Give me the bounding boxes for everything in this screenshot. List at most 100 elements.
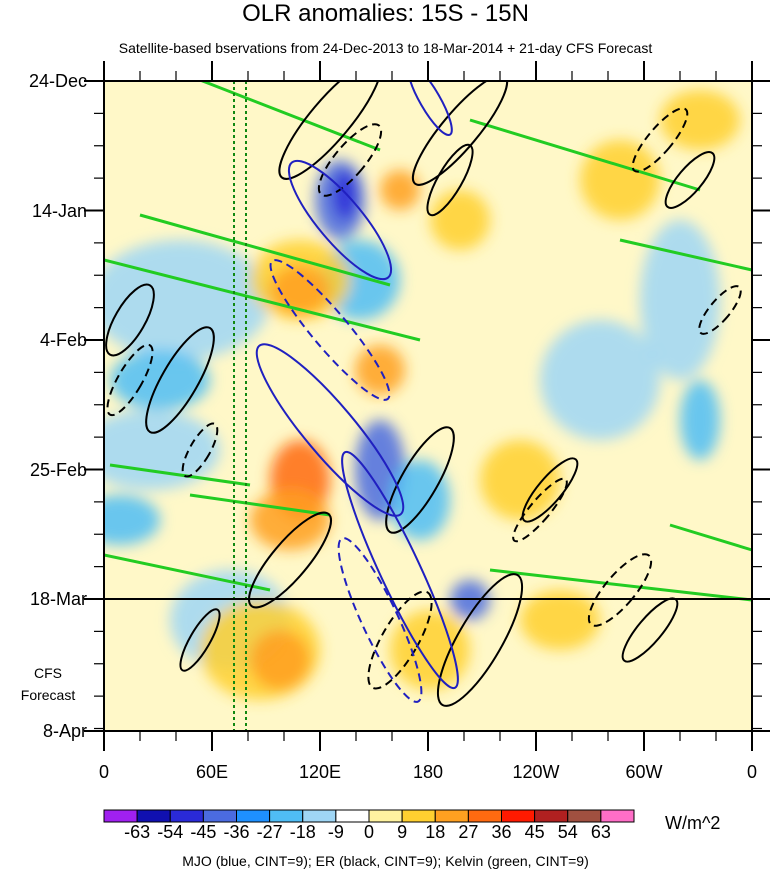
- chart-title: OLR anomalies: 15S - 15N: [242, 0, 529, 27]
- colorbar-swatch: [103, 809, 138, 823]
- colorbar-swatch: [269, 809, 304, 823]
- colorbar-tick-label: 54: [557, 822, 578, 842]
- colorbar-tick-label: -45: [190, 822, 217, 842]
- er-contour: [385, 426, 455, 534]
- colorbar-swatch: [501, 809, 536, 823]
- colorbar-tick-label: 27: [458, 822, 479, 842]
- field-blobs: [104, 90, 740, 700]
- olr-blob: [660, 90, 740, 150]
- mjo-contour-negative: [337, 537, 423, 703]
- legend-footer: MJO (blue, CINT=9); ER (black, CINT=9); …: [182, 853, 589, 869]
- colorbar-swatch: [600, 809, 635, 823]
- er-contour-negative: [106, 343, 154, 417]
- cfs-label: CFS: [34, 665, 62, 681]
- plot-frame: [84, 61, 770, 751]
- colorbar-tick-label: -9: [327, 822, 344, 842]
- er-contour-negative: [367, 590, 433, 690]
- colorbar-swatch: [368, 809, 403, 823]
- colorbar-tick-label: -18: [289, 822, 316, 842]
- er-contour-negative: [512, 477, 568, 543]
- er-contour: [145, 326, 215, 434]
- mjo-contour: [287, 159, 393, 281]
- olr-blob: [640, 220, 720, 380]
- olr-blob: [250, 630, 310, 690]
- olr-blob: [333, 170, 357, 220]
- units-label: W/m^2: [665, 813, 721, 833]
- kelvin-contour: [489, 568, 752, 602]
- y-tick-label: 25-Feb: [29, 459, 87, 480]
- wave-filter-contours: [104, 81, 752, 731]
- olr-blob: [390, 460, 450, 540]
- er-contour: [411, 81, 509, 186]
- er-contour: [278, 81, 382, 180]
- colorbar-tick-label: 0: [363, 822, 374, 842]
- colorbar-swatch: [136, 809, 171, 823]
- colorbar-tick-label: -36: [223, 822, 250, 842]
- colorbar-swatch: [534, 809, 569, 823]
- colorbar-tick-label: -27: [256, 822, 283, 842]
- y-tick-label: 4-Feb: [39, 330, 87, 350]
- colorbar-tick-label: 63: [590, 822, 611, 842]
- er-contour-negative: [698, 285, 742, 335]
- colorbar-tick-label: 18: [425, 822, 446, 842]
- colorbar-swatch: [302, 809, 337, 823]
- colorbar-swatch: [467, 809, 502, 823]
- colorbar-swatch: [335, 809, 370, 823]
- er-contour-negative: [631, 107, 689, 173]
- x-tick-label: 0: [98, 762, 109, 782]
- kelvin-contour: [189, 493, 331, 517]
- er-contour-negative: [181, 422, 219, 478]
- mjo-contour: [341, 450, 459, 690]
- olr-anomaly-field: [104, 81, 752, 731]
- colorbar-tick-label: -63: [124, 822, 151, 842]
- kelvin-contour: [139, 213, 391, 287]
- colorbar-swatch: [401, 809, 436, 823]
- olr-blob: [104, 495, 160, 545]
- mjo-contour: [407, 81, 453, 136]
- y-tick-label: 24-Dec: [28, 71, 87, 91]
- colorbar-tick-label: 9: [397, 822, 408, 842]
- er-contour: [179, 608, 221, 672]
- chart-subtitle: Satellite-based bservations from 24-Dec-…: [118, 40, 653, 56]
- olr-blob: [680, 380, 720, 460]
- x-tick-label: 120E: [298, 762, 342, 782]
- forecast-label: Forecast: [20, 687, 76, 703]
- olr-blob: [580, 140, 660, 220]
- kelvin-contour: [109, 463, 251, 487]
- kelvin-contour: [199, 81, 381, 152]
- olr-blob: [520, 590, 600, 650]
- x-tick-label: 120W: [512, 762, 560, 782]
- colorbar-swatch: [434, 809, 469, 823]
- olr-blob: [250, 490, 330, 550]
- y-tick-label: 8-Apr: [42, 721, 87, 741]
- olr-blob: [540, 320, 660, 440]
- er-contour: [521, 457, 579, 523]
- er-contour: [436, 573, 524, 707]
- olr-blob: [270, 265, 330, 315]
- y-tick-label: 18-Mar: [29, 589, 87, 609]
- olr-blob: [104, 410, 220, 490]
- kelvin-contour: [669, 523, 752, 552]
- colorbar: [103, 809, 635, 823]
- olr-blob: [355, 345, 405, 395]
- olr-blob: [480, 440, 560, 520]
- kelvin-contour: [104, 258, 421, 342]
- kelvin-contour: [619, 238, 752, 272]
- colorbar-swatch: [567, 809, 602, 823]
- kelvin-contour: [104, 553, 271, 592]
- x-tick-label: 60W: [625, 762, 663, 782]
- x-tick-label: 180: [412, 762, 444, 782]
- x-tick-label: 0: [746, 762, 757, 782]
- er-contour-negative: [317, 123, 383, 197]
- olr-blob: [430, 190, 490, 250]
- mjo-contour: [255, 343, 405, 517]
- colorbar-swatch: [169, 809, 204, 823]
- colorbar-swatch: [202, 809, 237, 823]
- er-contour: [664, 151, 716, 209]
- er-contour: [248, 511, 332, 609]
- mjo-contour-negative: [269, 259, 391, 401]
- kelvin-contour: [469, 118, 701, 192]
- colorbar-tick-label: 45: [524, 822, 545, 842]
- colorbar-tick-label: 36: [491, 822, 512, 842]
